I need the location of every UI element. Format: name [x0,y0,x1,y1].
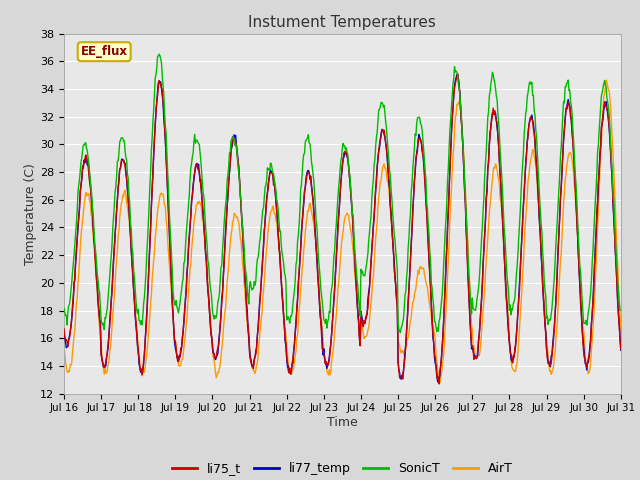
X-axis label: Time: Time [327,416,358,429]
Y-axis label: Temperature (C): Temperature (C) [24,163,37,264]
Legend: li75_t, li77_temp, SonicT, AirT: li75_t, li77_temp, SonicT, AirT [167,457,518,480]
Text: EE_flux: EE_flux [81,45,128,58]
Title: Instument Temperatures: Instument Temperatures [248,15,436,30]
